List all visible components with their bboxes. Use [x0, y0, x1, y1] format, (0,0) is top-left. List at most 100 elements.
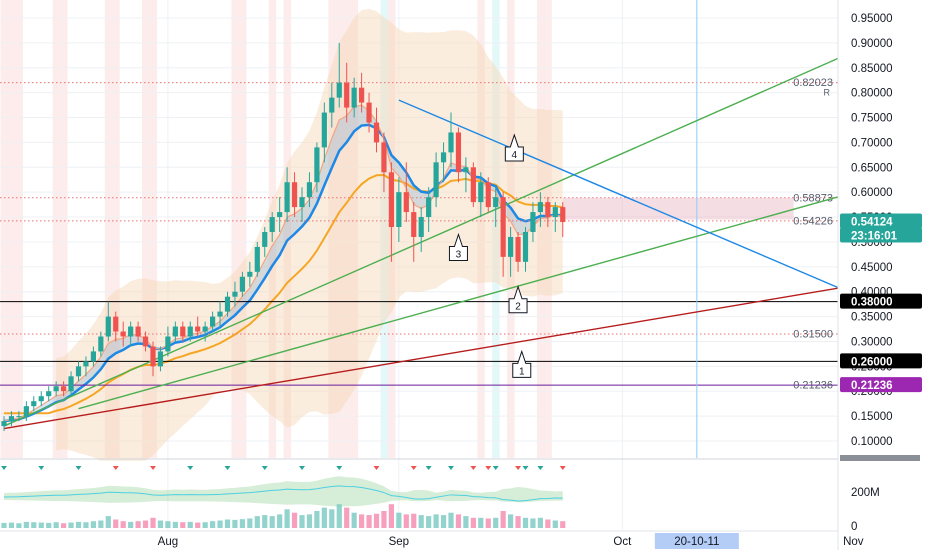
candle-body[interactable] — [359, 88, 364, 103]
candle-body[interactable] — [143, 336, 148, 346]
candle-body[interactable] — [292, 182, 297, 207]
candle-body[interactable] — [352, 88, 357, 108]
candle-body[interactable] — [270, 217, 275, 232]
volume-tick-label: 0 — [851, 521, 857, 533]
candle-body[interactable] — [493, 197, 498, 207]
callout-label: 4 — [512, 150, 518, 161]
candle-body[interactable] — [337, 83, 342, 98]
candle-body[interactable] — [98, 336, 103, 351]
volume-bar — [31, 522, 36, 528]
candle-body[interactable] — [225, 297, 230, 312]
cursor-date-label: 20-10-11 — [674, 536, 719, 548]
candle-body[interactable] — [463, 167, 468, 172]
volume-bar — [24, 522, 29, 528]
candle-body[interactable] — [39, 396, 44, 401]
candle-body[interactable] — [46, 391, 51, 396]
candle-body[interactable] — [1, 421, 6, 426]
candle-body[interactable] — [553, 207, 558, 217]
volume-bar — [366, 515, 371, 528]
candle-body[interactable] — [203, 327, 208, 332]
volume-bar — [299, 515, 304, 528]
candle-body[interactable] — [419, 217, 424, 237]
candle-body[interactable] — [478, 182, 483, 202]
candle-body[interactable] — [173, 327, 178, 337]
candle-body[interactable] — [434, 162, 439, 197]
candle-body[interactable] — [523, 232, 528, 262]
candle-body[interactable] — [128, 327, 133, 337]
candle-body[interactable] — [426, 197, 431, 217]
candle-body[interactable] — [389, 172, 394, 227]
volume-bar — [98, 521, 103, 528]
candle-body[interactable] — [255, 247, 260, 272]
callout-label: 3 — [456, 249, 462, 260]
candle-body[interactable] — [560, 207, 565, 222]
candle-body[interactable] — [411, 212, 416, 237]
candle-body[interactable] — [232, 292, 237, 297]
candle-body[interactable] — [240, 277, 245, 292]
candle-body[interactable] — [329, 98, 334, 113]
candle-body[interactable] — [322, 113, 327, 148]
y-tick-label: 0.85000 — [851, 63, 893, 75]
volume-bar — [329, 509, 334, 528]
candle-body[interactable] — [247, 272, 252, 277]
candle-body[interactable] — [314, 147, 319, 182]
volume-bar — [54, 522, 59, 528]
candle-body[interactable] — [441, 152, 446, 162]
candle-body[interactable] — [68, 376, 73, 391]
volume-bar — [180, 522, 185, 528]
candle-body[interactable] — [121, 332, 126, 337]
candle-body[interactable] — [91, 351, 96, 361]
volume-bar — [270, 516, 275, 528]
candle-body[interactable] — [9, 416, 14, 421]
candle-body[interactable] — [277, 212, 282, 217]
candle-body[interactable] — [366, 103, 371, 123]
candle-body[interactable] — [456, 132, 461, 172]
candle-body[interactable] — [262, 232, 267, 247]
candle-body[interactable] — [486, 182, 491, 207]
candle-body[interactable] — [538, 202, 543, 212]
candle-body[interactable] — [530, 212, 535, 232]
candle-body[interactable] — [188, 327, 193, 337]
volume-bar — [456, 514, 461, 528]
candle-body[interactable] — [307, 182, 312, 197]
candle-body[interactable] — [285, 182, 290, 212]
x-tick-label: Nov — [843, 536, 864, 548]
candle-body[interactable] — [217, 312, 222, 317]
candle-body[interactable] — [180, 327, 185, 337]
candle-body[interactable] — [76, 366, 81, 376]
candle-body[interactable] — [374, 123, 379, 143]
candle-body[interactable] — [83, 361, 88, 366]
price-axis — [838, 0, 932, 550]
candle-body[interactable] — [31, 401, 36, 406]
candle-body[interactable] — [381, 142, 386, 172]
y-tick-label: 0.15000 — [851, 411, 893, 423]
candle-body[interactable] — [501, 197, 506, 257]
candle-body[interactable] — [106, 317, 111, 337]
candle-body[interactable] — [136, 327, 141, 337]
candle-body[interactable] — [471, 167, 476, 202]
candle-body[interactable] — [195, 327, 200, 332]
candle-body[interactable] — [545, 202, 550, 217]
candle-body[interactable] — [515, 237, 520, 262]
candle-body[interactable] — [61, 386, 66, 391]
candle-body[interactable] — [54, 386, 59, 391]
candle-body[interactable] — [299, 197, 304, 207]
callout-label: 2 — [515, 302, 521, 313]
candle-body[interactable] — [16, 416, 21, 417]
volume-bar — [560, 521, 565, 528]
candle-body[interactable] — [508, 237, 513, 257]
candle-body[interactable] — [165, 336, 170, 351]
candle-body[interactable] — [210, 317, 215, 327]
candle-body[interactable] — [448, 132, 453, 152]
candle-body[interactable] — [404, 192, 409, 212]
candle-body[interactable] — [396, 192, 401, 227]
candle-body[interactable] — [158, 351, 163, 366]
candle-body[interactable] — [113, 317, 118, 332]
y-tick-label: 0.80000 — [851, 88, 893, 100]
candle-body[interactable] — [24, 406, 29, 416]
candle-body[interactable] — [344, 83, 349, 108]
candle-body[interactable] — [150, 346, 155, 366]
y-tick-label: 0.10000 — [851, 436, 893, 448]
